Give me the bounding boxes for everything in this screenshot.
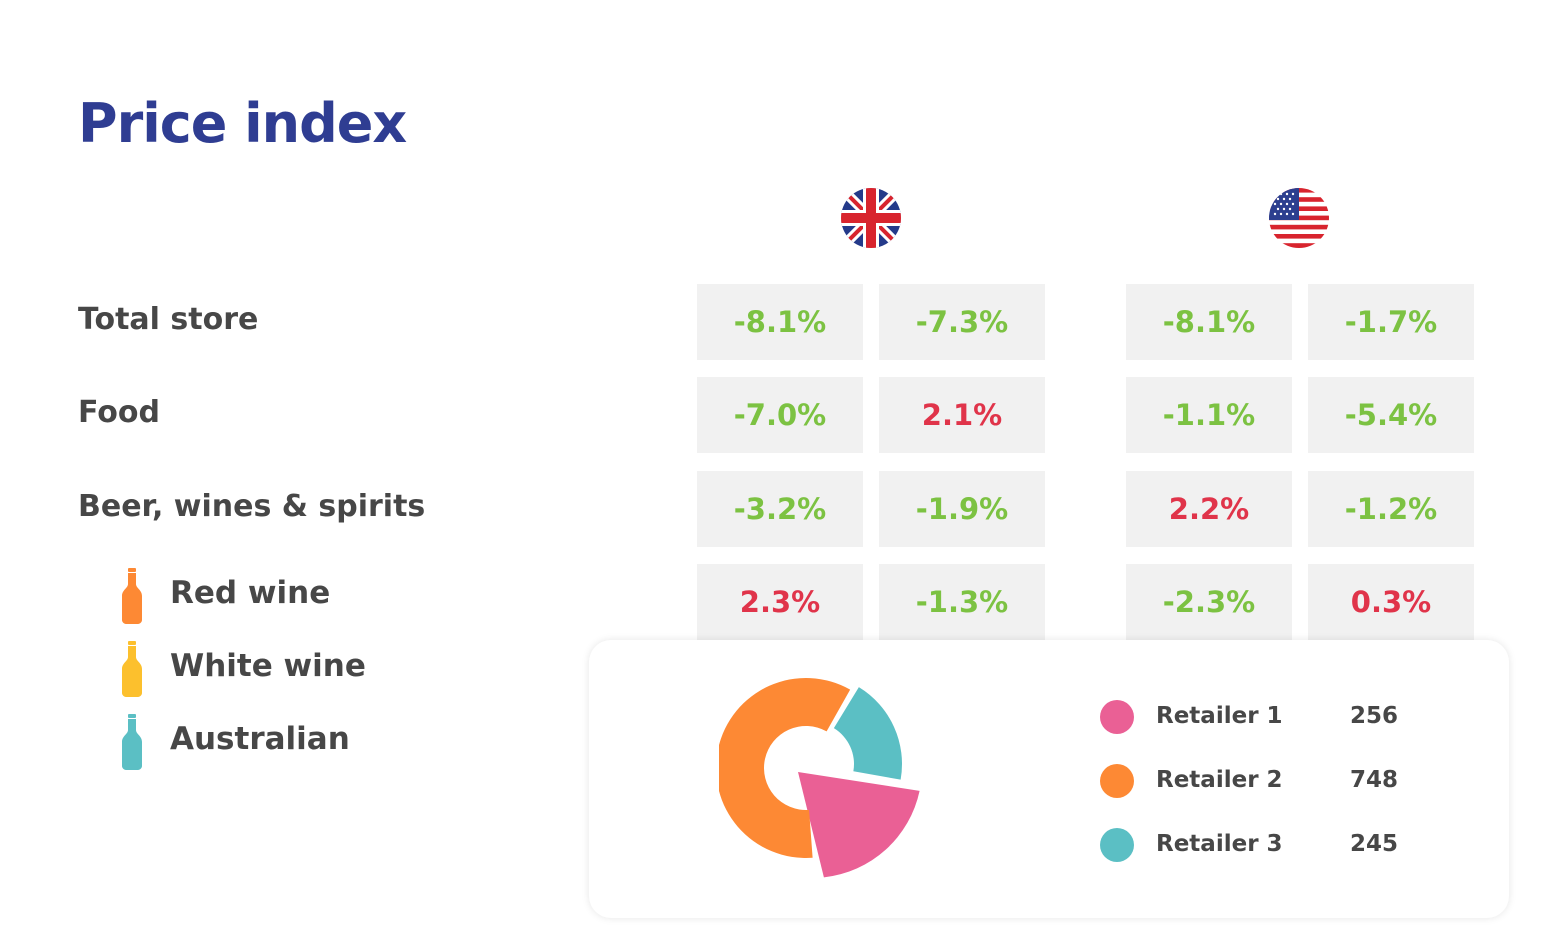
value-cell: -2.3% — [1126, 564, 1292, 640]
value-cell: -1.9% — [879, 471, 1045, 547]
legend-name-retailer-3: Retailer 3 — [1156, 831, 1283, 857]
row-label-food: Food — [78, 395, 160, 430]
pie-slice-retailer-1 — [798, 772, 920, 878]
retailer-chart-card: Retailer 1 256 Retailer 2 748 Retailer 3… — [589, 640, 1509, 918]
value-cell: -5.4% — [1308, 377, 1474, 453]
bottle-icon-australian — [120, 714, 144, 770]
bottle-icon-white-wine — [120, 641, 144, 697]
pie-slice-retailer-2 — [719, 678, 851, 858]
bottle-icon-red-wine — [120, 568, 144, 624]
value-cell: -7.3% — [879, 284, 1045, 360]
legend-value-retailer-1: 256 — [1350, 703, 1399, 729]
legend-name-retailer-2: Retailer 2 — [1156, 767, 1283, 793]
sub-label-red-wine: Red wine — [170, 575, 331, 611]
value-cell: -8.1% — [697, 284, 863, 360]
legend-dot-retailer-1 — [1100, 700, 1134, 734]
legend-value-retailer-3: 245 — [1350, 831, 1399, 857]
legend-dot-retailer-3 — [1100, 828, 1134, 862]
value-cell: -8.1% — [1126, 284, 1292, 360]
legend-dot-retailer-2 — [1100, 764, 1134, 798]
retailer-donut-chart — [719, 678, 920, 878]
page-title: Price index — [78, 92, 407, 155]
row-label-beer-wines-spirits: Beer, wines & spirits — [78, 489, 426, 524]
value-cell: -1.3% — [879, 564, 1045, 640]
value-cell: 2.1% — [879, 377, 1045, 453]
row-label-total-store: Total store — [78, 302, 259, 337]
value-cell: -1.2% — [1308, 471, 1474, 547]
sub-label-white-wine: White wine — [170, 648, 366, 684]
us-flag-icon — [1269, 188, 1329, 248]
value-cell: -7.0% — [697, 377, 863, 453]
value-cell: -3.2% — [697, 471, 863, 547]
value-cell: -1.7% — [1308, 284, 1474, 360]
pie-slice-retailer-3 — [833, 687, 902, 780]
sub-label-australian: Australian — [170, 721, 350, 757]
legend-name-retailer-1: Retailer 1 — [1156, 703, 1283, 729]
uk-flag-icon — [841, 188, 901, 248]
value-cell: 2.2% — [1126, 471, 1292, 547]
legend-value-retailer-2: 748 — [1350, 767, 1399, 793]
value-cell: -1.1% — [1126, 377, 1292, 453]
value-cell: 2.3% — [697, 564, 863, 640]
value-cell: 0.3% — [1308, 564, 1474, 640]
